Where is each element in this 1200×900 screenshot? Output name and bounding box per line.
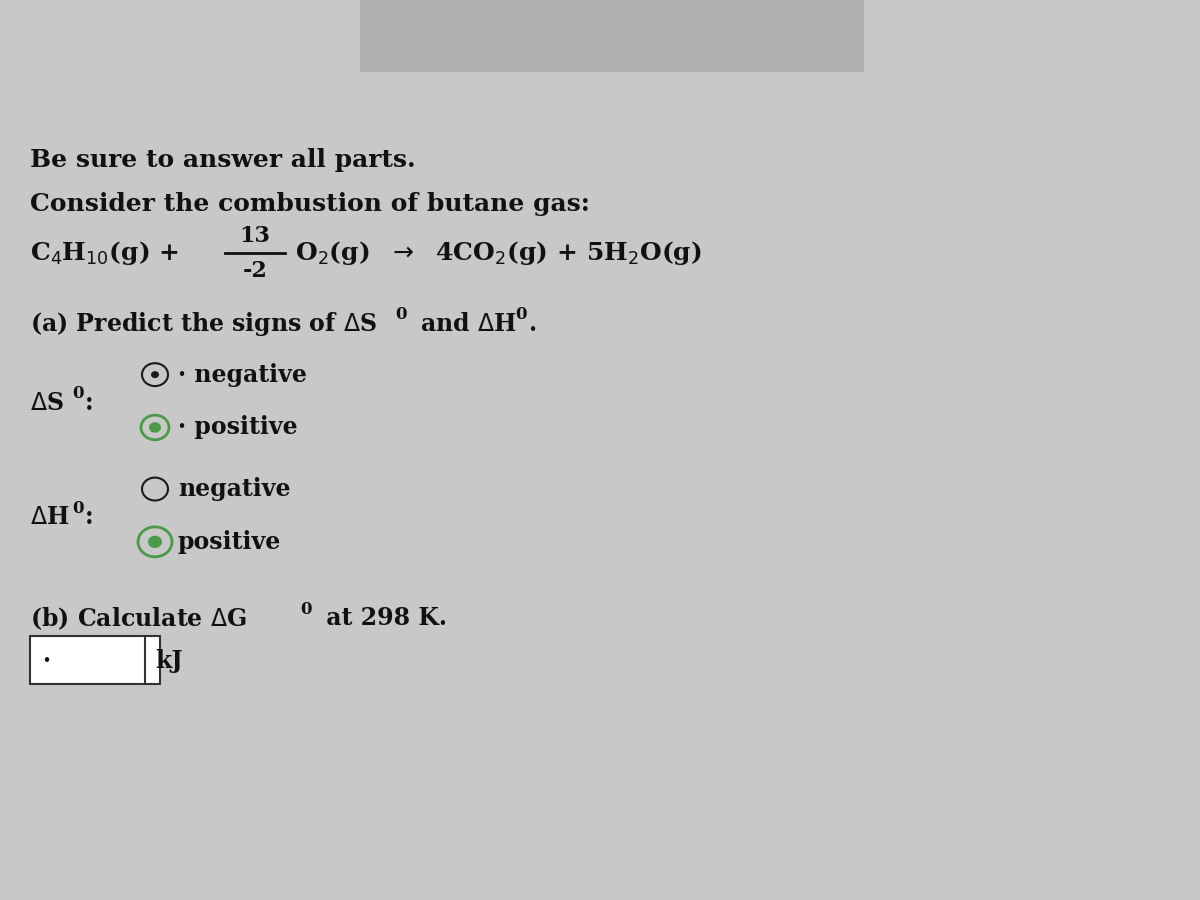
Text: (b) Calculate $\Delta$G: (b) Calculate $\Delta$G xyxy=(30,605,247,632)
Text: 0: 0 xyxy=(300,601,312,618)
Text: 13: 13 xyxy=(240,225,270,247)
Text: Be sure to answer all parts.: Be sure to answer all parts. xyxy=(30,148,415,172)
Text: 0: 0 xyxy=(72,385,84,402)
Text: ·: · xyxy=(42,649,50,672)
Text: $\Delta$H: $\Delta$H xyxy=(30,505,70,529)
Text: :: : xyxy=(85,505,94,529)
Text: 0: 0 xyxy=(515,306,527,323)
Circle shape xyxy=(148,536,162,548)
Bar xyxy=(360,0,864,72)
Text: negative: negative xyxy=(178,477,290,501)
Text: (a) Predict the signs of $\Delta$S: (a) Predict the signs of $\Delta$S xyxy=(30,310,377,338)
Text: 0: 0 xyxy=(72,500,84,517)
Text: O$_2$(g)  $\rightarrow$  4CO$_2$(g) + 5H$_2$O(g): O$_2$(g) $\rightarrow$ 4CO$_2$(g) + 5H$_… xyxy=(295,239,702,267)
Circle shape xyxy=(149,422,161,433)
Text: -2: -2 xyxy=(242,260,268,282)
Text: positive: positive xyxy=(178,530,281,554)
Text: .: . xyxy=(528,311,536,336)
Text: at 298 K.: at 298 K. xyxy=(318,607,446,630)
Text: 0: 0 xyxy=(395,306,407,323)
Text: and $\Delta$H: and $\Delta$H xyxy=(412,311,517,336)
Text: :: : xyxy=(85,391,94,415)
Text: · negative: · negative xyxy=(178,363,307,387)
Text: · positive: · positive xyxy=(178,416,298,439)
Circle shape xyxy=(151,371,158,378)
Text: $\Delta$S: $\Delta$S xyxy=(30,391,64,415)
Text: C$_4$H$_{10}$(g) +: C$_4$H$_{10}$(g) + xyxy=(30,239,181,267)
Text: Consider the combustion of butane gas:: Consider the combustion of butane gas: xyxy=(30,192,590,216)
Bar xyxy=(30,636,160,684)
Text: kJ: kJ xyxy=(155,649,182,672)
